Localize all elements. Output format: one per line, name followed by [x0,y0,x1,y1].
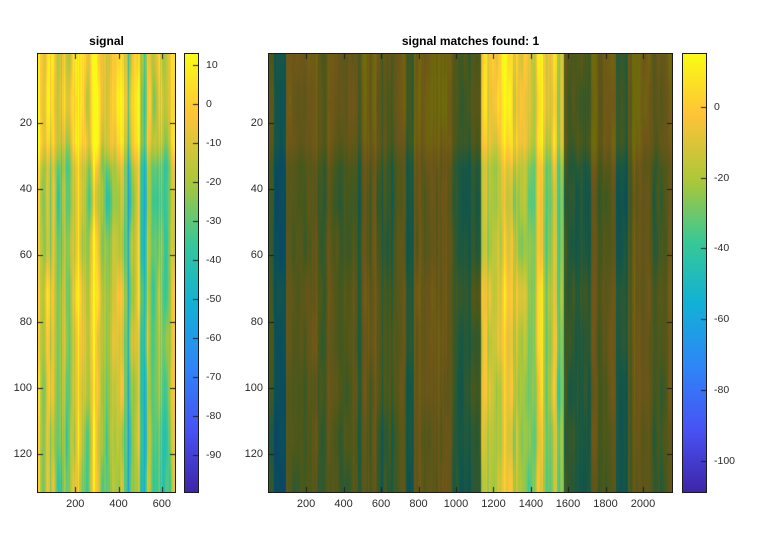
y-tick-label: 20 [250,116,263,129]
signal-heatmap [37,53,176,493]
colorbar-tick-label: -30 [206,214,222,227]
matches-heatmap [268,53,673,493]
x-tick-label: 200 [296,498,316,510]
y-tick-label: 40 [19,183,32,196]
x-tick-label: 2000 [630,498,656,510]
colorbar-tick-label: -40 [714,242,730,255]
colorbar-tick-label: -80 [714,384,730,397]
x-tick-label: 1800 [593,498,618,510]
x-tick-label: 600 [152,498,172,510]
x-tick-label: 1600 [555,498,581,510]
y-tick-label: 100 [244,382,263,395]
x-tick-label: 1000 [443,498,469,510]
y-tick-label: 80 [19,316,32,329]
x-tick-label: 1400 [518,498,544,510]
x-tick-label: 200 [66,498,85,510]
colorbar-tick-label: 10 [206,58,218,71]
colorbar-tick-label: -40 [206,253,222,266]
right-plot-title: signal matches found: 1 [401,34,540,48]
colorbar-tick-label: -90 [206,448,222,461]
x-tick-label: 600 [371,498,391,510]
colorbar-tick-label: -60 [714,313,730,326]
x-tick-label: 400 [109,498,128,510]
y-tick-label: 120 [13,448,32,461]
y-tick-label: 100 [13,382,32,395]
y-tick-label: 20 [19,116,32,129]
colorbar-tick-label: -80 [206,409,222,422]
matches-colorbar [682,53,707,493]
x-tick-label: 400 [334,498,353,510]
colorbar-tick-label: 0 [206,97,212,110]
y-tick-label: 60 [19,249,32,262]
colorbar-tick-label: -50 [206,292,222,305]
colorbar-tick-label: -20 [206,175,222,188]
y-tick-label: 40 [250,183,263,196]
colorbar-tick-label: -100 [714,454,736,467]
colorbar-tick-label: -70 [206,370,222,383]
colorbar-tick-label: -20 [714,171,730,184]
x-tick-label: 1200 [481,498,506,510]
y-tick-label: 120 [244,448,263,461]
colorbar-tick-label: -60 [206,331,222,344]
left-plot-title: signal [89,34,124,48]
y-tick-label: 80 [250,316,263,329]
colorbar-tick-label: -10 [206,136,222,149]
x-tick-label: 800 [409,498,428,510]
colorbar-tick-label: 0 [714,100,720,113]
signal-colorbar [184,53,199,493]
y-tick-label: 60 [250,249,263,262]
